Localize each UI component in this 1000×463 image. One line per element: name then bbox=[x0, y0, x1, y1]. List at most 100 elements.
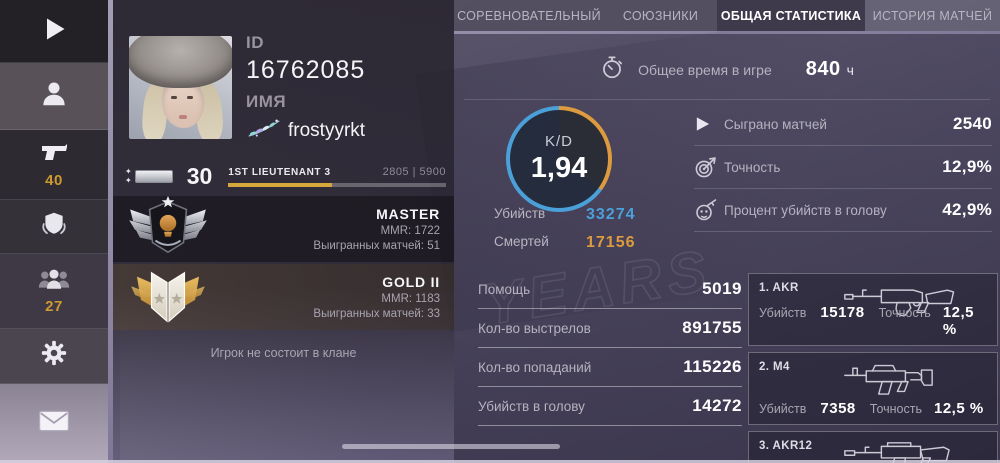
summary-stats: Сыграно матчей 2540 Точность 12,9% bbox=[694, 103, 992, 232]
weapon-stats: Убийств 15178 Точность 12,5 % bbox=[759, 304, 989, 338]
weapon-title: 1. AKR bbox=[759, 282, 799, 294]
stopwatch-icon bbox=[600, 55, 624, 84]
weapon-kills-label: Убийств bbox=[759, 306, 807, 320]
rank-row-gold: GOLD II MMR: 1183 Выигранных матчей: 33 bbox=[113, 264, 454, 330]
play-icon bbox=[694, 115, 724, 133]
time-label: Общее время в игре bbox=[638, 61, 772, 78]
name-label: ИМЯ bbox=[246, 92, 287, 111]
name-row: frostyyrkt bbox=[246, 117, 446, 144]
stat-value: 2540 bbox=[952, 114, 992, 133]
stats-panel: YEARS СОРЕВНОВАТЕЛЬНЫЙ СОЮЗНИКИ ОБЩАЯ СТ… bbox=[454, 0, 1000, 463]
stat-label: Процент убийств в голову bbox=[724, 202, 887, 218]
tab-competitive[interactable]: СОРЕВНОВАТЕЛЬНЫЙ bbox=[454, 0, 604, 31]
sidebar-item-armory[interactable]: 40 bbox=[0, 130, 108, 201]
stat-value: 42,9% bbox=[942, 200, 992, 219]
stat-label: Точность bbox=[724, 159, 781, 175]
stat-row-matches: Сыграно матчей 2540 bbox=[694, 103, 992, 146]
weapon-card-m4[interactable]: 2. M4 Убий bbox=[748, 352, 998, 425]
kd-ring: K/D 1,94 bbox=[506, 106, 612, 212]
sidebar-item-settings[interactable] bbox=[0, 328, 108, 385]
rank-name: MASTER bbox=[376, 206, 440, 222]
sidebar-item-league[interactable] bbox=[0, 200, 108, 254]
weapon-stats: Убийств 7358 Точность 12,5 % bbox=[759, 400, 989, 417]
stat-label: Помощь bbox=[478, 281, 531, 297]
stat-value: 891755 bbox=[682, 318, 742, 337]
level-row: ✦ ✦ 30 1ST LIEUTENANT 3 2805 | 5900 bbox=[121, 158, 446, 194]
top-weapons-list: 1. AKR Убийств bbox=[748, 273, 998, 463]
detail-stats: Помощь 5019 Кол-во выстрелов 891755 Кол-… bbox=[478, 270, 742, 426]
mail-icon bbox=[38, 409, 70, 438]
military-rank-title: 1ST LIEUTENANT 3 bbox=[228, 166, 331, 178]
weapon-card-akr[interactable]: 1. AKR Убийств bbox=[748, 273, 998, 346]
clan-status: Игрок не состоит в клане bbox=[210, 346, 357, 360]
weapon-kills-value: 15178 bbox=[820, 304, 865, 321]
rank-wins: Выигранных матчей: 51 bbox=[313, 240, 440, 252]
person-icon bbox=[39, 79, 69, 114]
lieutenant-insignia-icon: ✦ ✦ bbox=[125, 167, 173, 185]
profile-panel: ID 16762085 ИМЯ frostyyrkt bbox=[113, 0, 454, 463]
sidebar-item-play[interactable] bbox=[0, 0, 108, 64]
kd-kills-value: 33274 bbox=[586, 206, 636, 223]
kd-breakdown: Убийств 33274 Смертей 17156 bbox=[494, 206, 708, 252]
friends-badge: 27 bbox=[45, 298, 63, 316]
weapon-accuracy-label: Точность bbox=[869, 402, 922, 416]
kd-deaths-value: 17156 bbox=[586, 234, 636, 251]
shield-icon bbox=[39, 210, 69, 243]
sidebar-item-mail[interactable] bbox=[0, 384, 108, 463]
stat-row-accuracy: Точность 12,9% bbox=[694, 146, 992, 189]
pistol-icon bbox=[38, 140, 70, 171]
stat-value: 14272 bbox=[692, 396, 742, 415]
stat-value: 5019 bbox=[702, 279, 742, 298]
gold2-rank-badge bbox=[127, 263, 209, 332]
sidebar: 40 27 bbox=[0, 0, 108, 463]
time-value: 840 bbox=[805, 58, 841, 80]
stat-label: Кол-во попаданий bbox=[478, 359, 592, 375]
stat-label: Сыграно матчей bbox=[724, 116, 827, 132]
id-value: 16762085 bbox=[246, 56, 366, 84]
rank-wins: Выигранных матчей: 33 bbox=[313, 308, 440, 320]
xp-progress-fill bbox=[228, 182, 332, 187]
akr12-rifle-icon bbox=[841, 433, 993, 463]
id-label: ID bbox=[246, 33, 264, 52]
stat-row-headshot-kills: Убийств в голову 14272 bbox=[478, 387, 742, 426]
armory-badge: 40 bbox=[45, 172, 63, 190]
weapon-title: 2. M4 bbox=[759, 361, 790, 373]
sidebar-item-friends[interactable]: 27 bbox=[0, 253, 108, 329]
akr-rifle-icon bbox=[841, 275, 993, 329]
m4-rifle-icon bbox=[841, 354, 993, 408]
stat-row-hits: Кол-во попаданий 115226 bbox=[478, 348, 742, 387]
stat-row-shots: Кол-во выстрелов 891755 bbox=[478, 309, 742, 348]
kd-label: K/D bbox=[544, 133, 573, 150]
rank-mmr: MMR: 1722 bbox=[380, 225, 440, 237]
stat-value: 12,9% bbox=[942, 157, 992, 176]
tab-match-history[interactable]: ИСТОРИЯ МАТЧЕЙ bbox=[865, 0, 1000, 31]
tab-general-stats[interactable]: ОБЩАЯ СТАТИСТИКА bbox=[717, 0, 865, 31]
kd-value: 1,94 bbox=[530, 152, 588, 184]
xp-progress-bar bbox=[228, 182, 446, 187]
headshot-icon bbox=[694, 198, 724, 222]
time-unit: ч bbox=[846, 61, 854, 78]
rank-row-master: MASTER MMR: 1722 Выигранных матчей: 51 bbox=[113, 195, 454, 264]
sidebar-item-profile[interactable] bbox=[0, 63, 108, 131]
weapon-accuracy-value: 12,5 % bbox=[933, 400, 984, 417]
people-icon bbox=[37, 266, 71, 297]
gear-icon bbox=[40, 339, 68, 372]
stats-panel-body bbox=[454, 34, 1000, 463]
target-dart-icon bbox=[694, 155, 724, 179]
weapon-accuracy-value: 12,5 % bbox=[942, 304, 975, 338]
rank-mmr: MMR: 1183 bbox=[381, 293, 440, 305]
time-in-game-row: Общее время в игре 840 ч bbox=[464, 40, 990, 100]
kd-ring-center: K/D 1,94 bbox=[510, 110, 608, 208]
player-name: frostyyrkt bbox=[288, 119, 366, 141]
rank-name: GOLD II bbox=[382, 274, 440, 290]
laurel-sparkle-icon bbox=[246, 117, 282, 144]
horizontal-scrollbar[interactable] bbox=[342, 444, 560, 449]
master-rank-badge bbox=[127, 195, 209, 264]
tab-bar: СОРЕВНОВАТЕЛЬНЫЙ СОЮЗНИКИ ОБЩАЯ СТАТИСТИ… bbox=[454, 0, 1000, 31]
xp-progress-text: 2805 | 5900 bbox=[382, 165, 446, 178]
xp-progress-block: 1ST LIEUTENANT 3 2805 | 5900 bbox=[228, 166, 446, 187]
weapon-card-akr12[interactable]: 3. AKR12 bbox=[748, 431, 998, 463]
tab-allies[interactable]: СОЮЗНИКИ bbox=[604, 0, 717, 31]
weapon-title: 3. AKR12 bbox=[759, 440, 813, 452]
